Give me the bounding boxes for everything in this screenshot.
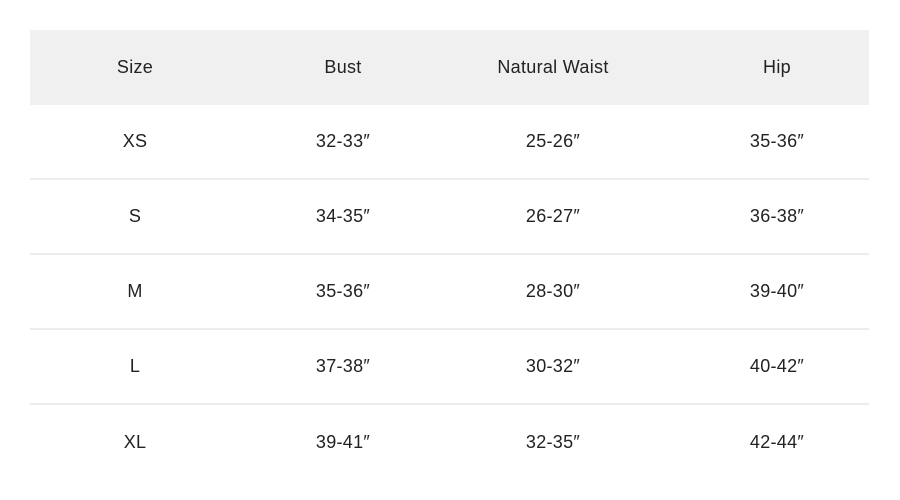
cell-waist: 32-35″	[525, 432, 581, 452]
cell-size: XS	[122, 131, 148, 151]
header-natural-waist: Natural Waist	[497, 57, 609, 77]
cell-hip: 40-42″	[749, 356, 805, 376]
cell-hip: 39-40″	[749, 281, 805, 301]
table-row: M 35-36″ 28-30″ 39-40″	[30, 255, 869, 330]
cell-waist: 30-32″	[525, 356, 581, 376]
cell-bust: 32-33″	[315, 131, 371, 151]
table-header: Size Bust Natural Waist Hip	[30, 30, 869, 105]
cell-hip: 36-38″	[749, 206, 805, 226]
cell-hip: 35-36″	[749, 131, 805, 151]
cell-bust: 34-35″	[315, 206, 371, 226]
cell-waist: 25-26″	[525, 131, 581, 151]
header-size: Size	[116, 57, 154, 77]
cell-size: S	[128, 206, 142, 226]
table-row: S 34-35″ 26-27″ 36-38″	[30, 180, 869, 255]
table-row: XS 32-33″ 25-26″ 35-36″	[30, 105, 869, 180]
header-hip: Hip	[763, 57, 791, 77]
table-row: L 37-38″ 30-32″ 40-42″	[30, 330, 869, 405]
cell-bust: 37-38″	[315, 356, 371, 376]
cell-hip: 42-44″	[749, 432, 805, 452]
cell-waist: 28-30″	[525, 281, 581, 301]
cell-bust: 39-41″	[315, 432, 371, 452]
cell-size: L	[129, 356, 141, 376]
size-chart-table: Size Bust Natural Waist Hip XS 32-33″ 25…	[30, 30, 869, 480]
table-row: XL 39-41″ 32-35″ 42-44″	[30, 405, 869, 480]
cell-bust: 35-36″	[315, 281, 371, 301]
cell-waist: 26-27″	[525, 206, 581, 226]
cell-size: M	[127, 281, 143, 301]
cell-size: XL	[123, 432, 147, 452]
header-bust: Bust	[324, 57, 362, 77]
